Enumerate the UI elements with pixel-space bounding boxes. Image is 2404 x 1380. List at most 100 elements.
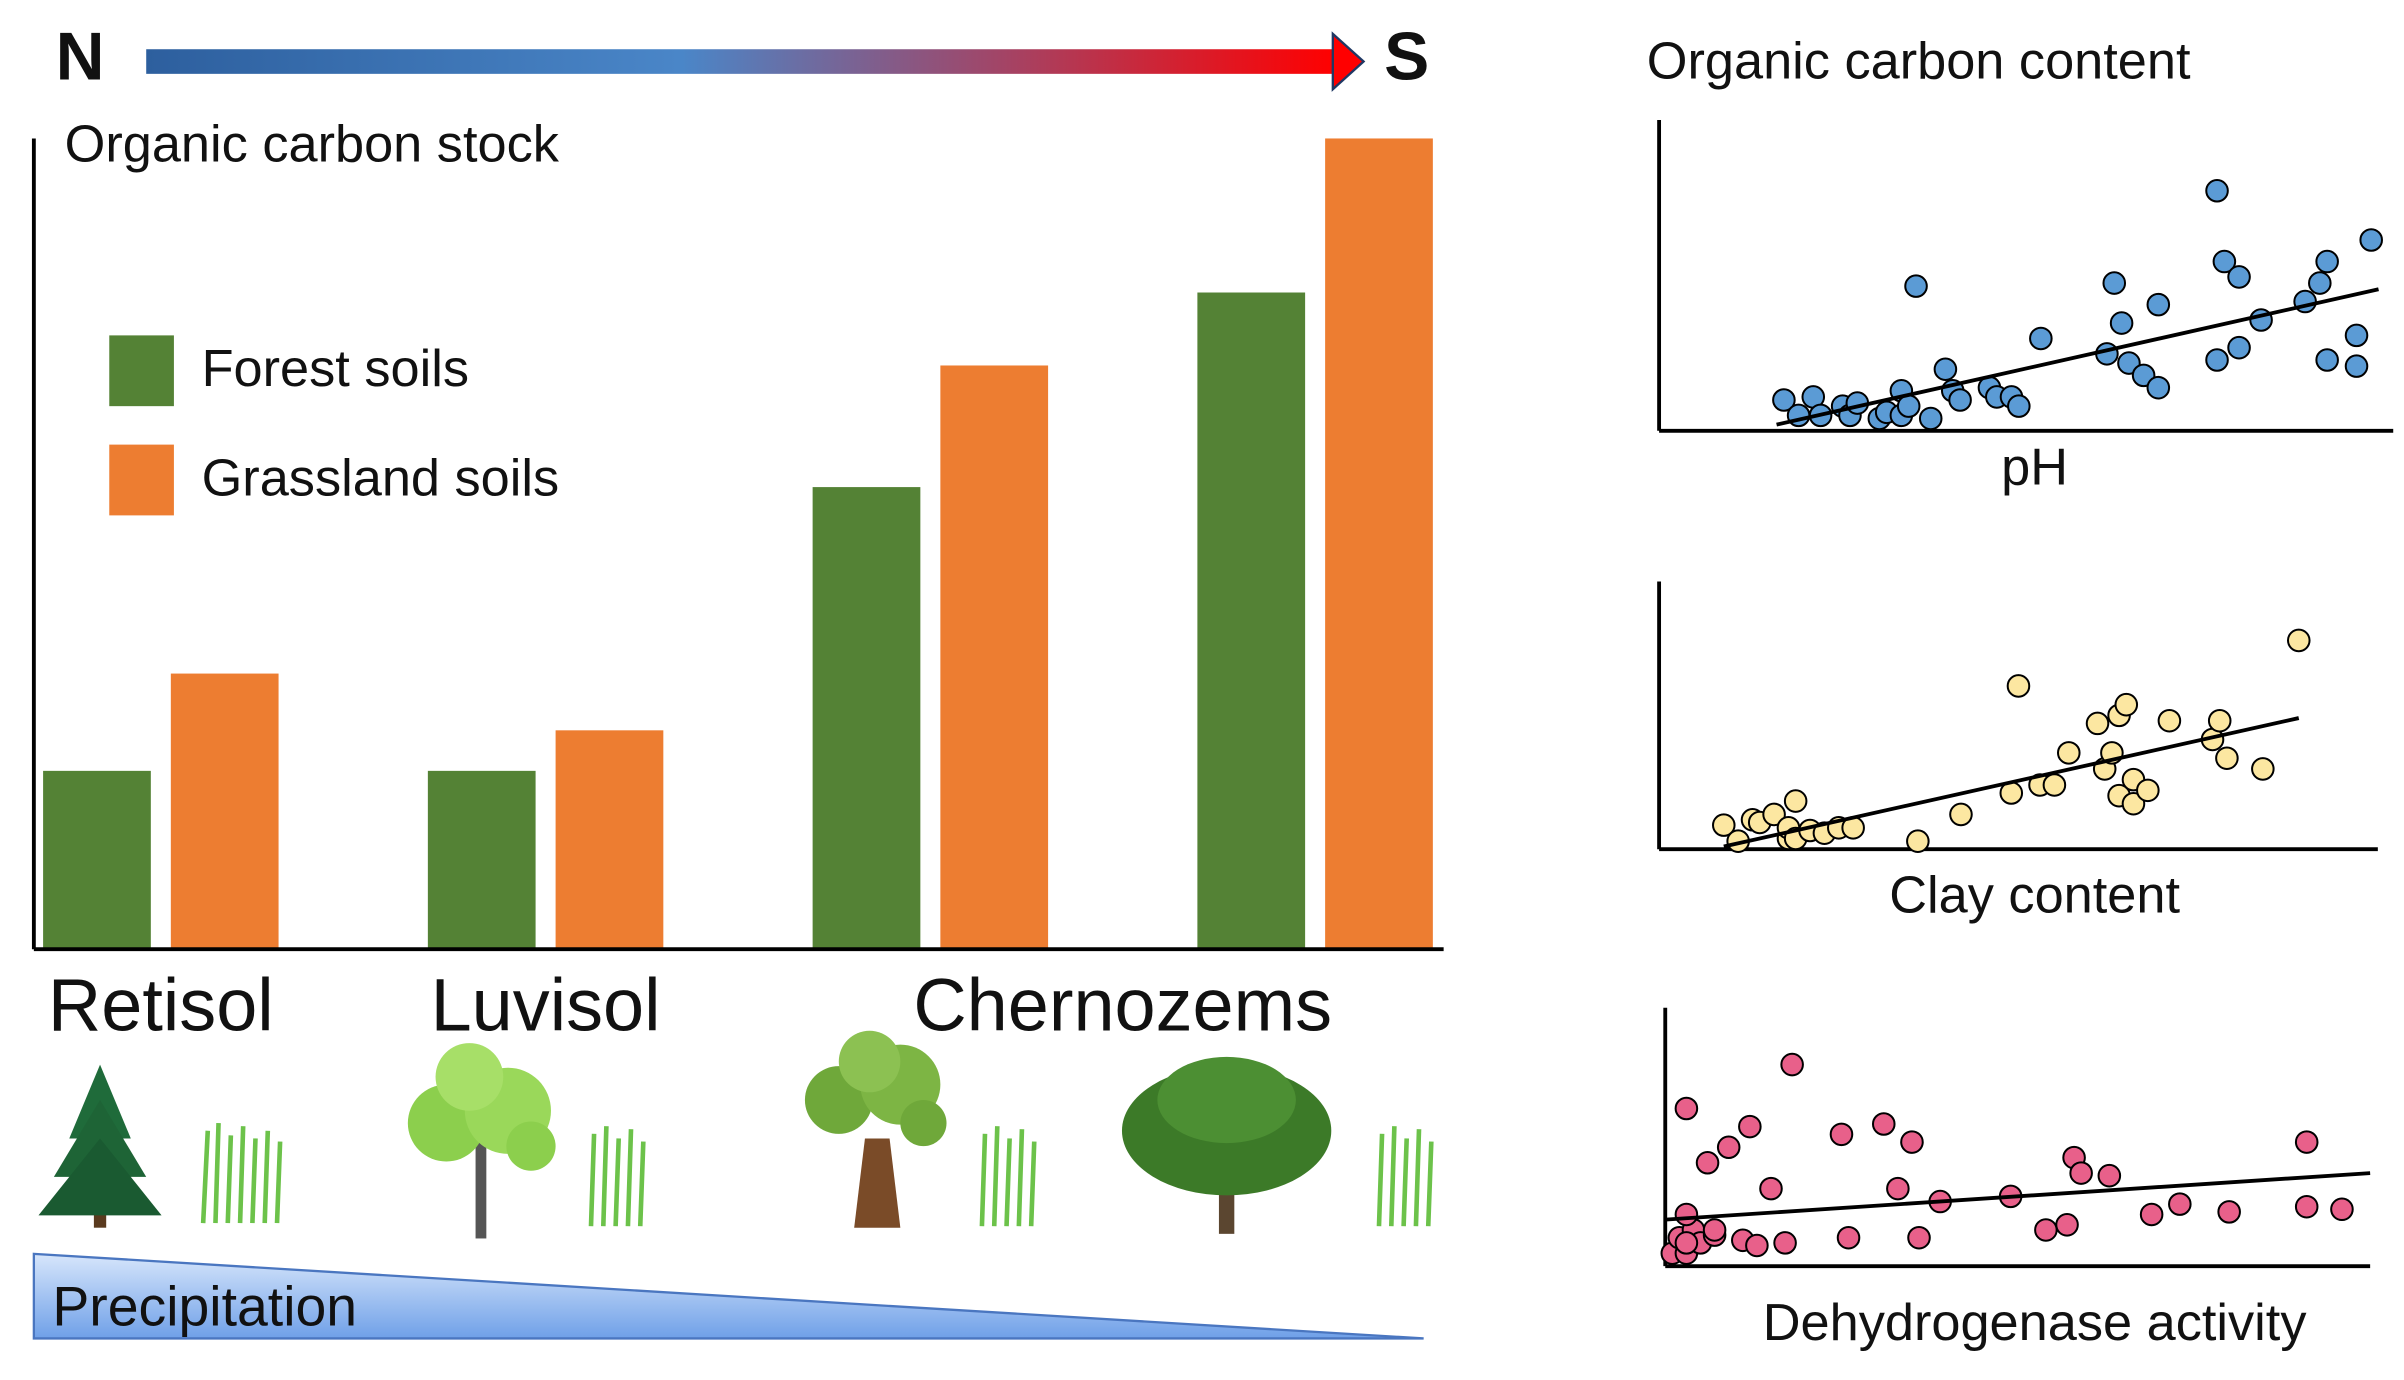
category-label: Luvisol — [431, 963, 661, 1046]
scatter-point — [1783, 789, 1808, 813]
scatter-point — [1773, 1231, 1797, 1255]
spruce-icon — [38, 1064, 162, 1228]
scatter-point — [2344, 323, 2369, 348]
scatter-point — [2294, 1194, 2319, 1219]
scatter-point — [2168, 1192, 2192, 1216]
trend-line — [1665, 1171, 2371, 1222]
scatter-point — [2042, 773, 2067, 797]
scatter-point — [2069, 1161, 2093, 1185]
scatter-point — [2055, 1213, 2079, 1237]
scatter-point — [2217, 1200, 2241, 1224]
scatter-point — [1896, 394, 1921, 418]
scatter-point — [1759, 1176, 1783, 1201]
scatter-point — [1695, 1150, 1720, 1175]
scatter-point — [1886, 1176, 1910, 1201]
category-label: Chernozems — [913, 963, 1332, 1046]
oak-icon — [804, 1030, 947, 1228]
scatter-point — [1933, 357, 1958, 381]
bar — [555, 730, 664, 950]
scatter-point — [2315, 249, 2339, 274]
scatter-point — [2212, 249, 2237, 274]
grass-icons — [200, 1123, 1434, 1227]
bar — [170, 673, 279, 950]
scatter-point — [2029, 326, 2053, 351]
x-axis-label: pH — [2001, 439, 2068, 497]
arrow-head — [1331, 31, 1366, 92]
scatter-point — [1907, 1225, 1931, 1250]
scatter-point — [2006, 674, 2031, 698]
scatter-point — [2359, 228, 2383, 252]
scatter-point — [1780, 1052, 1804, 1077]
scatter-point — [1904, 274, 1928, 298]
scatter-point — [2205, 348, 2229, 372]
scatter-point — [1745, 1233, 1769, 1258]
x-axis-label: Clay content — [1889, 866, 2180, 924]
scatter-point — [2146, 375, 2171, 400]
deciduous-icon — [407, 1043, 556, 1239]
scatter-point — [2136, 778, 2160, 803]
scatter-point — [2308, 271, 2332, 295]
x-axis-label: Dehydrogenase activity — [1763, 1294, 2308, 1352]
precipitation-label: Precipitation — [52, 1275, 357, 1337]
scatter-point — [2215, 746, 2239, 770]
legend-label: Forest soils — [202, 340, 469, 398]
scatter-point — [2097, 1163, 2122, 1188]
trend-line — [1776, 287, 2379, 427]
scatter-point — [2294, 1130, 2319, 1154]
scatter-point — [2121, 791, 2146, 816]
legend-swatch — [109, 335, 174, 407]
scatter-point — [1712, 813, 1736, 837]
bar — [812, 487, 921, 950]
legend-label: Grassland soils — [202, 449, 560, 507]
bar — [1325, 138, 1433, 950]
scatter-point — [1762, 802, 1786, 827]
bar — [940, 365, 1049, 950]
scatter-point — [2205, 179, 2229, 203]
scatter-point — [2251, 757, 2275, 781]
bar — [43, 770, 151, 950]
scatter-point — [1949, 802, 1973, 827]
y-axis-label: Organic carbon content — [1647, 32, 2191, 90]
scatter-point — [1702, 1218, 1727, 1242]
scatter-point — [2157, 708, 2182, 733]
scatter-point — [1836, 1225, 1861, 1250]
scatter-point — [2007, 394, 2031, 418]
scatter-point — [2330, 1197, 2354, 1222]
scatter-point — [1900, 1130, 1924, 1154]
scatter-point — [1716, 1135, 1741, 1160]
scatter-point — [2109, 311, 2134, 335]
scatter-point — [2287, 628, 2311, 653]
scatter-point — [2114, 692, 2139, 717]
scatter-point — [1674, 1202, 1699, 1227]
y-axis-label: Organic carbon stock — [65, 116, 560, 174]
scatter-point — [2146, 292, 2171, 317]
bar — [427, 770, 536, 950]
trend-line — [1723, 716, 2300, 849]
scatter-point — [1674, 1096, 1699, 1121]
precipitation-wedge — [32, 1252, 1424, 1340]
scatter-point — [2207, 708, 2232, 733]
scatter-point — [2315, 348, 2339, 372]
scatter-point — [2344, 354, 2369, 378]
north-label: N — [56, 19, 105, 94]
scatter-point — [1918, 406, 1943, 431]
scatter-point — [1906, 829, 1930, 853]
scatter-point — [2102, 271, 2127, 295]
scatter-point — [2227, 265, 2251, 289]
bar — [1197, 292, 1306, 950]
scatter-point — [2139, 1202, 2164, 1227]
scatter-point — [1772, 388, 1796, 412]
scatter-point — [1948, 388, 1972, 412]
scatter-point — [2085, 711, 2110, 736]
scatter-point — [1674, 1231, 1699, 1255]
scatter-point — [1871, 1112, 1896, 1136]
category-label: Retisol — [48, 963, 274, 1046]
broad-tree-icon — [1121, 1056, 1332, 1234]
south-label: S — [1384, 19, 1429, 94]
legend-swatch — [109, 444, 174, 516]
direction-arrow — [146, 49, 1336, 74]
scatter-point — [2034, 1218, 2058, 1242]
scatter-point — [2227, 335, 2251, 360]
